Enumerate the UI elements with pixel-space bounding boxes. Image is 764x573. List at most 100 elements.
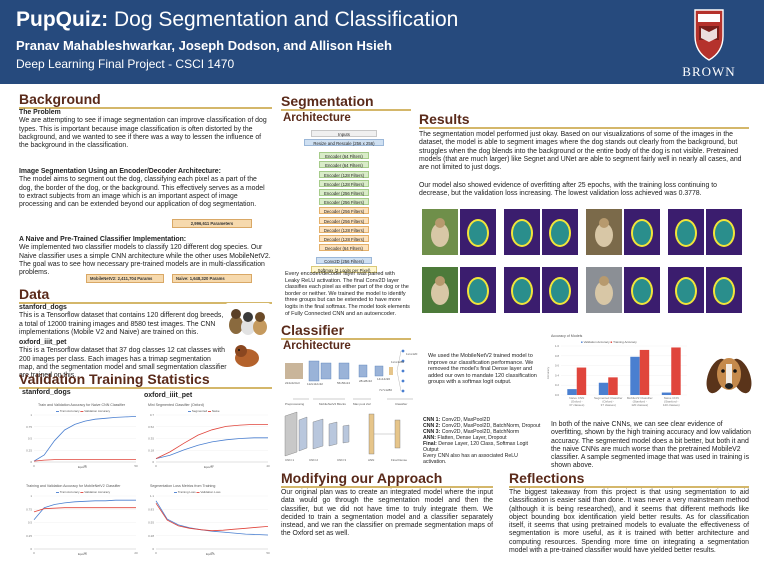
seg-intro-text: The model aims to segment out the dog, c… <box>19 176 265 209</box>
mobilenet-params-badge: MobileNetV2: 2,411,704 Params <box>86 274 164 283</box>
mobilenet-dim-label: 14x14x96 <box>377 377 391 381</box>
naive-layer-label: CNN 2 <box>309 458 319 462</box>
x-tick-label: 0 <box>33 464 35 468</box>
seg-params-badge: 2,996,611 Parameters <box>172 219 252 228</box>
x-axis-label: Epoch <box>78 552 87 556</box>
results-heading: Results <box>419 111 470 127</box>
architecture-block: Resize and Rescale (256 x 256) <box>304 139 384 147</box>
y-tick-label: 0.35 <box>148 437 154 441</box>
validation-underline <box>19 387 272 389</box>
y-tick-label: 0.5 <box>28 437 33 441</box>
naive-layer-label: CNN 1 <box>285 458 295 462</box>
y-tick-label: 0.55 <box>148 521 154 525</box>
sample-photo <box>421 261 497 315</box>
architecture-block: Decoder (256 Filters) <box>319 207 369 215</box>
x-tick-label: 0 <box>155 551 157 555</box>
architecture-block: Softmax (3 Logits per Pixel) <box>311 266 377 274</box>
architecture-block: Decoder (128 Filters) <box>319 225 369 233</box>
sample-photo <box>585 203 661 257</box>
modifying-heading: Modifying our Approach <box>281 470 443 486</box>
cls-architecture-heading: Architecture <box>283 340 351 352</box>
architecture-block: Decoder (256 Filters) <box>319 216 369 224</box>
x-axis-label: Epoch <box>78 465 87 469</box>
mobilenet-dim-label: 7x7x1280 <box>379 388 393 392</box>
naive-cnn-graphic <box>284 411 401 457</box>
y-tick-label: 0.25 <box>26 448 32 452</box>
x-tick-label: 20 <box>134 551 138 555</box>
mobilenet-dim-label: 28x28x32 <box>359 379 373 383</box>
x-tick-label: 25 <box>83 464 87 468</box>
classifier-underline <box>281 338 411 340</box>
y-tick-label: 0.83 <box>148 507 154 511</box>
sample-photo <box>585 261 661 315</box>
results-paragraph-1: The segmentation model performed just ok… <box>419 131 742 172</box>
chart-title: Accuracy of Models <box>551 334 583 338</box>
segmentation-note: Every encoder/decoder layer was paired w… <box>285 271 410 317</box>
problem-heading: The Problem <box>19 109 61 116</box>
y-tick-label: 0.8 <box>555 354 560 358</box>
bar <box>576 367 587 395</box>
chart-legend: ■ Validation Accuracy ■ Training Accurac… <box>581 340 637 344</box>
series-line <box>33 499 136 521</box>
mobilenet-dim-label: 1x1x120 <box>406 352 418 356</box>
validation-heading: Validation Training Statistics <box>19 371 210 387</box>
x-tick-label: (Oxford - <box>571 399 583 403</box>
naive-params-badge: Naive: 1,648,320 Params <box>172 274 252 283</box>
naive-layer-list: CNN 1: Conv2D, MaxPool2D CNN 2: Conv2D, … <box>423 417 541 465</box>
stanford-text: This is a Tensorflow dataset that contai… <box>19 312 224 336</box>
stanford-heading: stanford_dogs <box>19 304 67 311</box>
x-tick-label: 0 <box>33 551 35 555</box>
bar <box>661 392 672 395</box>
brown-shield-icon <box>694 9 724 61</box>
mobilenet-dim-label: 1x1x1280 <box>391 360 405 364</box>
architecture-block: Conv2D (256 Filters) <box>316 257 372 265</box>
series-line <box>155 500 269 536</box>
architecture-block: Decoder (128 Filters) <box>319 235 369 242</box>
sample-mask <box>667 261 743 315</box>
x-tick-label: 40 <box>266 464 270 468</box>
x-tick-label: 10 <box>83 551 87 555</box>
y-tick-label: 0 <box>30 460 32 464</box>
y-tick-label: 0.75 <box>26 425 32 429</box>
segmentation-loss-chart: Segmentation Loss Metrics from Training … <box>144 481 272 559</box>
architecture-block: Encoder (64 Filters) <box>319 161 369 169</box>
accuracy-bar-chart: Accuracy of Models ■ Validation Accuracy… <box>545 333 691 417</box>
validation-col-stanford: stanford_dogs <box>22 389 71 396</box>
y-tick-label: 0 <box>30 547 32 551</box>
architecture-block: Encoder (256 Filters) <box>319 198 369 206</box>
segmented-classifier-chart: Mini Segmented Classifier (Oxford) ▬ Seg… <box>144 400 272 472</box>
y-tick-label: 0.52 <box>148 425 154 429</box>
stage-label: Classifier <box>395 402 408 406</box>
background-underline <box>19 107 272 109</box>
dog-group-photo <box>226 303 270 339</box>
x-tick-label: MobileV2 Classifier <box>627 396 653 400</box>
classifier-intro: A Naive and Pre-Trained Classifier Imple… <box>19 236 272 277</box>
y-tick-label: 0.25 <box>26 534 32 538</box>
x-tick-label: (Stanford - <box>633 399 647 403</box>
y-tick-label: 0 <box>152 547 154 551</box>
y-tick-label: 0.5 <box>28 521 33 525</box>
results-underline <box>419 127 749 129</box>
reflections-heading: Reflections <box>509 470 585 486</box>
architecture-block: Inputs <box>311 130 377 137</box>
x-tick-label: 120 classes) <box>663 403 680 407</box>
y-tick-label: 0.2 <box>555 383 560 387</box>
y-tick-label: 0.0 <box>555 393 560 397</box>
naive-layer-label: ANN <box>368 458 375 462</box>
modifying-underline <box>281 486 493 488</box>
naive-cnn-diagram: CNN 1 CNN 2 CNN 3 ANN Final Dense <box>283 410 423 470</box>
segmentation-intro: Image Segmentation Using an Encoder/Deco… <box>19 168 272 209</box>
classifier-note: We used the MobileNetV2 trained model to… <box>428 353 537 386</box>
bar <box>639 349 650 395</box>
brown-logo: BROWN <box>668 6 750 80</box>
naive-layer-label: Final Dense <box>391 458 408 462</box>
x-tick-label: Segmented Classifier <box>594 396 623 400</box>
x-tick-label: (Stanford - <box>664 399 678 403</box>
sample-mask <box>667 203 743 257</box>
x-tick-label: 120 classes) <box>631 403 648 407</box>
bar <box>598 382 609 395</box>
series-line <box>155 437 268 459</box>
chart-legend: ▬ Training Loss ▬ Validation Loss <box>174 490 221 494</box>
series-line <box>33 507 136 513</box>
architecture-block: Encoder (64 Filters) <box>319 152 369 160</box>
